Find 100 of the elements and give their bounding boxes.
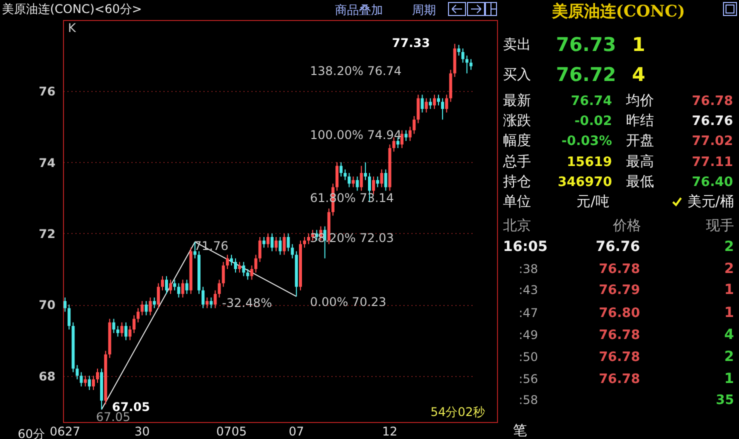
candlestick (202, 286, 205, 309)
text: 76.78 (598, 262, 640, 277)
y-tick-label: 70 (38, 298, 56, 312)
text: 15619 (566, 155, 612, 170)
text: 持仓 (503, 174, 531, 190)
candlestick (307, 232, 310, 245)
x-tick-label: 12 (382, 424, 398, 438)
annotation: 100.00% 74.94 (310, 128, 402, 142)
candlestick (165, 276, 168, 294)
text: 最高 (626, 154, 654, 170)
text: 元/吨 (576, 194, 610, 210)
text: 1 (724, 305, 734, 321)
candlestick (364, 162, 367, 181)
candlestick (461, 48, 464, 64)
annotation: K (68, 21, 77, 35)
candlestick (173, 279, 176, 291)
text: 现手 (706, 218, 734, 234)
candlestick (274, 236, 278, 252)
annotation: 67.05 (96, 410, 130, 424)
candlestick (428, 98, 432, 110)
candlestick (412, 116, 416, 134)
candlestick (424, 98, 428, 113)
text: 77.02 (692, 134, 733, 149)
candlestick (218, 279, 221, 298)
candlestick (226, 254, 229, 270)
candlestick (124, 322, 128, 341)
y-tick-label: 76 (38, 84, 56, 99)
text: 2 (724, 349, 734, 365)
candlestick (380, 168, 384, 188)
text: 卖出 (503, 37, 531, 53)
candlestick (92, 375, 95, 390)
text: 346970 (558, 175, 612, 190)
candlestick (169, 279, 172, 294)
candlestick (340, 162, 343, 178)
text: 开盘 (626, 133, 654, 149)
x-tick-label: 0627 (50, 424, 80, 438)
candlestick (290, 244, 294, 259)
candlestick (120, 322, 124, 338)
candlestick (404, 130, 408, 142)
text: 77.11 (692, 155, 733, 170)
text: 最低 (626, 174, 654, 190)
text: 76.78 (692, 94, 733, 109)
candlestick (185, 279, 188, 294)
candlestick (400, 130, 404, 149)
candlestick (262, 236, 266, 248)
text: 76.78 (598, 350, 640, 365)
candlestick (246, 268, 250, 280)
candlestick (420, 94, 424, 113)
text: 1 (632, 34, 646, 56)
text: 1 (724, 371, 734, 387)
text: 美原油连(CONC) (550, 2, 686, 20)
text: 美元/桶 (687, 194, 734, 210)
annotation: 54分02秒 (430, 405, 485, 419)
text: 均价 (625, 93, 654, 109)
candlestick (64, 296, 67, 312)
candlestick (214, 290, 217, 309)
text: 4 (724, 327, 734, 343)
y-tick-label: 72 (38, 226, 56, 241)
candlestick (136, 308, 140, 323)
candlestick (206, 296, 209, 309)
candlestick (356, 176, 359, 192)
candlestick (80, 372, 83, 387)
text: 价格 (612, 218, 641, 234)
text: 周期 (412, 3, 436, 17)
annotation: 138.20% 76.74 (310, 64, 402, 78)
text: :47 (518, 306, 538, 320)
candlestick (234, 258, 238, 274)
text: 最新 (503, 93, 531, 109)
candlestick (254, 254, 258, 274)
candlestick (445, 94, 448, 113)
candlestick (177, 282, 180, 298)
text: 4 (632, 64, 646, 86)
candlestick (469, 58, 472, 70)
text: 单位 (503, 194, 531, 210)
text: :49 (518, 328, 538, 342)
text: 昨结 (626, 113, 654, 129)
candlestick (76, 364, 79, 380)
text: :58 (518, 393, 538, 407)
candlestick (222, 261, 225, 288)
y-tick-label: 74 (38, 156, 56, 170)
candlestick (238, 261, 242, 274)
x-tick-label: 0705 (216, 424, 247, 438)
candlestick (360, 165, 363, 192)
text: 76.78 (598, 372, 640, 387)
candlestick (258, 236, 262, 262)
candlestick (372, 176, 376, 195)
text: 76.40 (692, 175, 733, 190)
text: -0.02 (574, 114, 612, 129)
text: 2 (724, 261, 734, 277)
candlestick (348, 172, 351, 188)
candlestick (384, 168, 388, 192)
y-tick-label: 68 (38, 369, 56, 384)
candlestick (416, 94, 420, 124)
candlestick (181, 279, 184, 298)
candlestick (457, 44, 460, 56)
x-tick-label: 07 (288, 424, 304, 438)
candlestick (336, 162, 339, 192)
candlestick (152, 296, 156, 309)
candlestick (116, 325, 120, 338)
text: 76.78 (598, 328, 640, 343)
